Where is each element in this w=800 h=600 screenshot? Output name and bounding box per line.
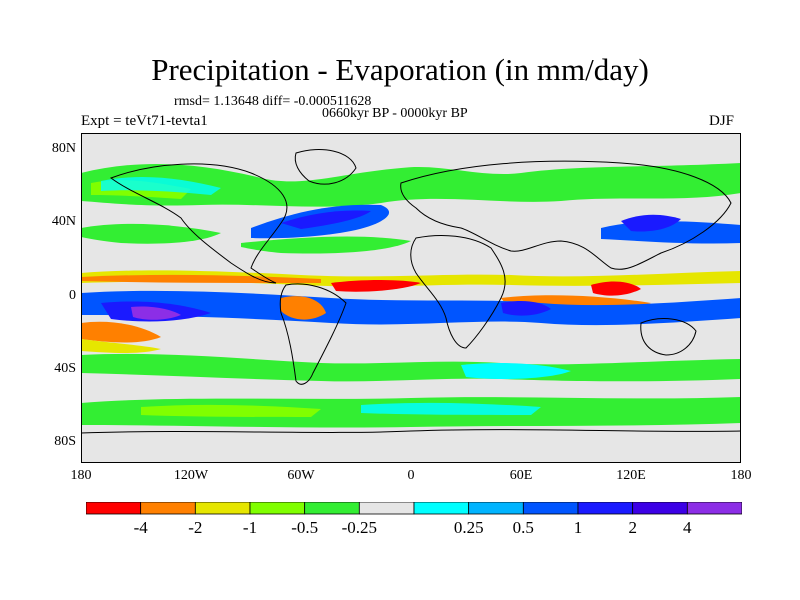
coast-south-america	[279, 283, 347, 385]
field-orange-itcz	[81, 274, 321, 283]
field-darkblue-wpac	[621, 214, 681, 232]
colorbar-swatch	[194, 502, 251, 515]
field-green-north	[81, 163, 741, 207]
coast-australia	[640, 318, 697, 356]
colorbar-label: 2	[628, 518, 637, 537]
colorbar-label: 1	[573, 518, 583, 537]
x-tick-60w: 60W	[287, 468, 315, 483]
y-tick-80s: 80S	[54, 434, 76, 449]
colorbar-label: 0.5	[512, 518, 534, 537]
field-cyan-ant	[361, 402, 541, 415]
field-purple-spac	[131, 306, 181, 320]
x-tick-120e: 120E	[616, 468, 646, 483]
coast-antarctica	[81, 429, 741, 434]
colorbar-swatch	[86, 502, 142, 515]
colorbar-swatch	[632, 502, 688, 515]
field-orange-samer	[281, 296, 326, 320]
colorbar-swatch	[358, 502, 415, 515]
x-tick-180w: 180	[70, 468, 92, 483]
colorbar-swatch	[140, 502, 196, 515]
field-green-south	[81, 353, 741, 382]
coast-africa	[410, 234, 506, 349]
colorbar-label: 4	[683, 518, 692, 537]
field-yellow-sepac	[81, 339, 161, 353]
colorbar-label: -0.25	[341, 518, 377, 537]
map-plot	[81, 133, 741, 463]
map-frame	[81, 133, 741, 463]
x-tick-60e: 60E	[509, 468, 533, 483]
y-tick-40n: 40N	[51, 214, 76, 229]
field-darkblue-ind	[501, 301, 551, 316]
x-tick-0: 0	[407, 468, 415, 483]
colorbar-swatch	[522, 502, 579, 515]
experiment-label: Expt = teVt71-tevta1	[81, 113, 208, 129]
field-green-natl	[241, 236, 411, 254]
colorbar-swatch	[577, 502, 634, 515]
period-text: 0660kyr BP - 0000kyr BP	[322, 106, 468, 121]
coast-greenland	[294, 149, 357, 185]
colorbar-label: -0.5	[291, 518, 319, 537]
colorbar-swatch	[686, 502, 742, 515]
colorbar-swatch	[249, 502, 306, 515]
y-tick-0: 0	[69, 288, 76, 303]
colorbar-swatch	[413, 502, 470, 515]
rmsd-diff-text: rmsd= 1.13648 diff= -0.000511628	[174, 94, 372, 109]
x-tick-180e: 180	[730, 468, 752, 483]
colorbar-label: -1	[242, 518, 258, 537]
y-tick-40s: 40S	[54, 361, 76, 376]
coastlines	[81, 149, 741, 434]
coast-eurasia	[400, 160, 732, 270]
colorbar-swatch	[468, 502, 524, 515]
x-tick-120w: 120W	[173, 468, 209, 483]
colorbar-swatch	[304, 502, 360, 515]
season-label: DJF	[709, 113, 735, 129]
coast-north-america	[109, 163, 288, 284]
field-orange-sepac	[81, 321, 161, 343]
colorbar-label: -4	[133, 518, 148, 537]
field-blue-eq	[81, 290, 741, 326]
y-tick-80n: 80N	[51, 141, 76, 156]
colorbar-label: -2	[188, 518, 203, 537]
field-red-wpac	[591, 281, 641, 296]
chart-title: Precipitation - Evaporation (in mm/day)	[151, 52, 649, 87]
field-green-npac	[81, 223, 221, 244]
pe-field	[81, 163, 741, 428]
field-cyan-sind	[461, 363, 571, 379]
colorbar	[86, 502, 742, 515]
colorbar-label: 0.25	[453, 518, 484, 537]
field-darkblue-natl	[281, 210, 371, 229]
field-cyan-na	[101, 177, 221, 195]
field-red-atl	[331, 280, 421, 292]
field-yellowgreen-ant	[141, 404, 321, 417]
